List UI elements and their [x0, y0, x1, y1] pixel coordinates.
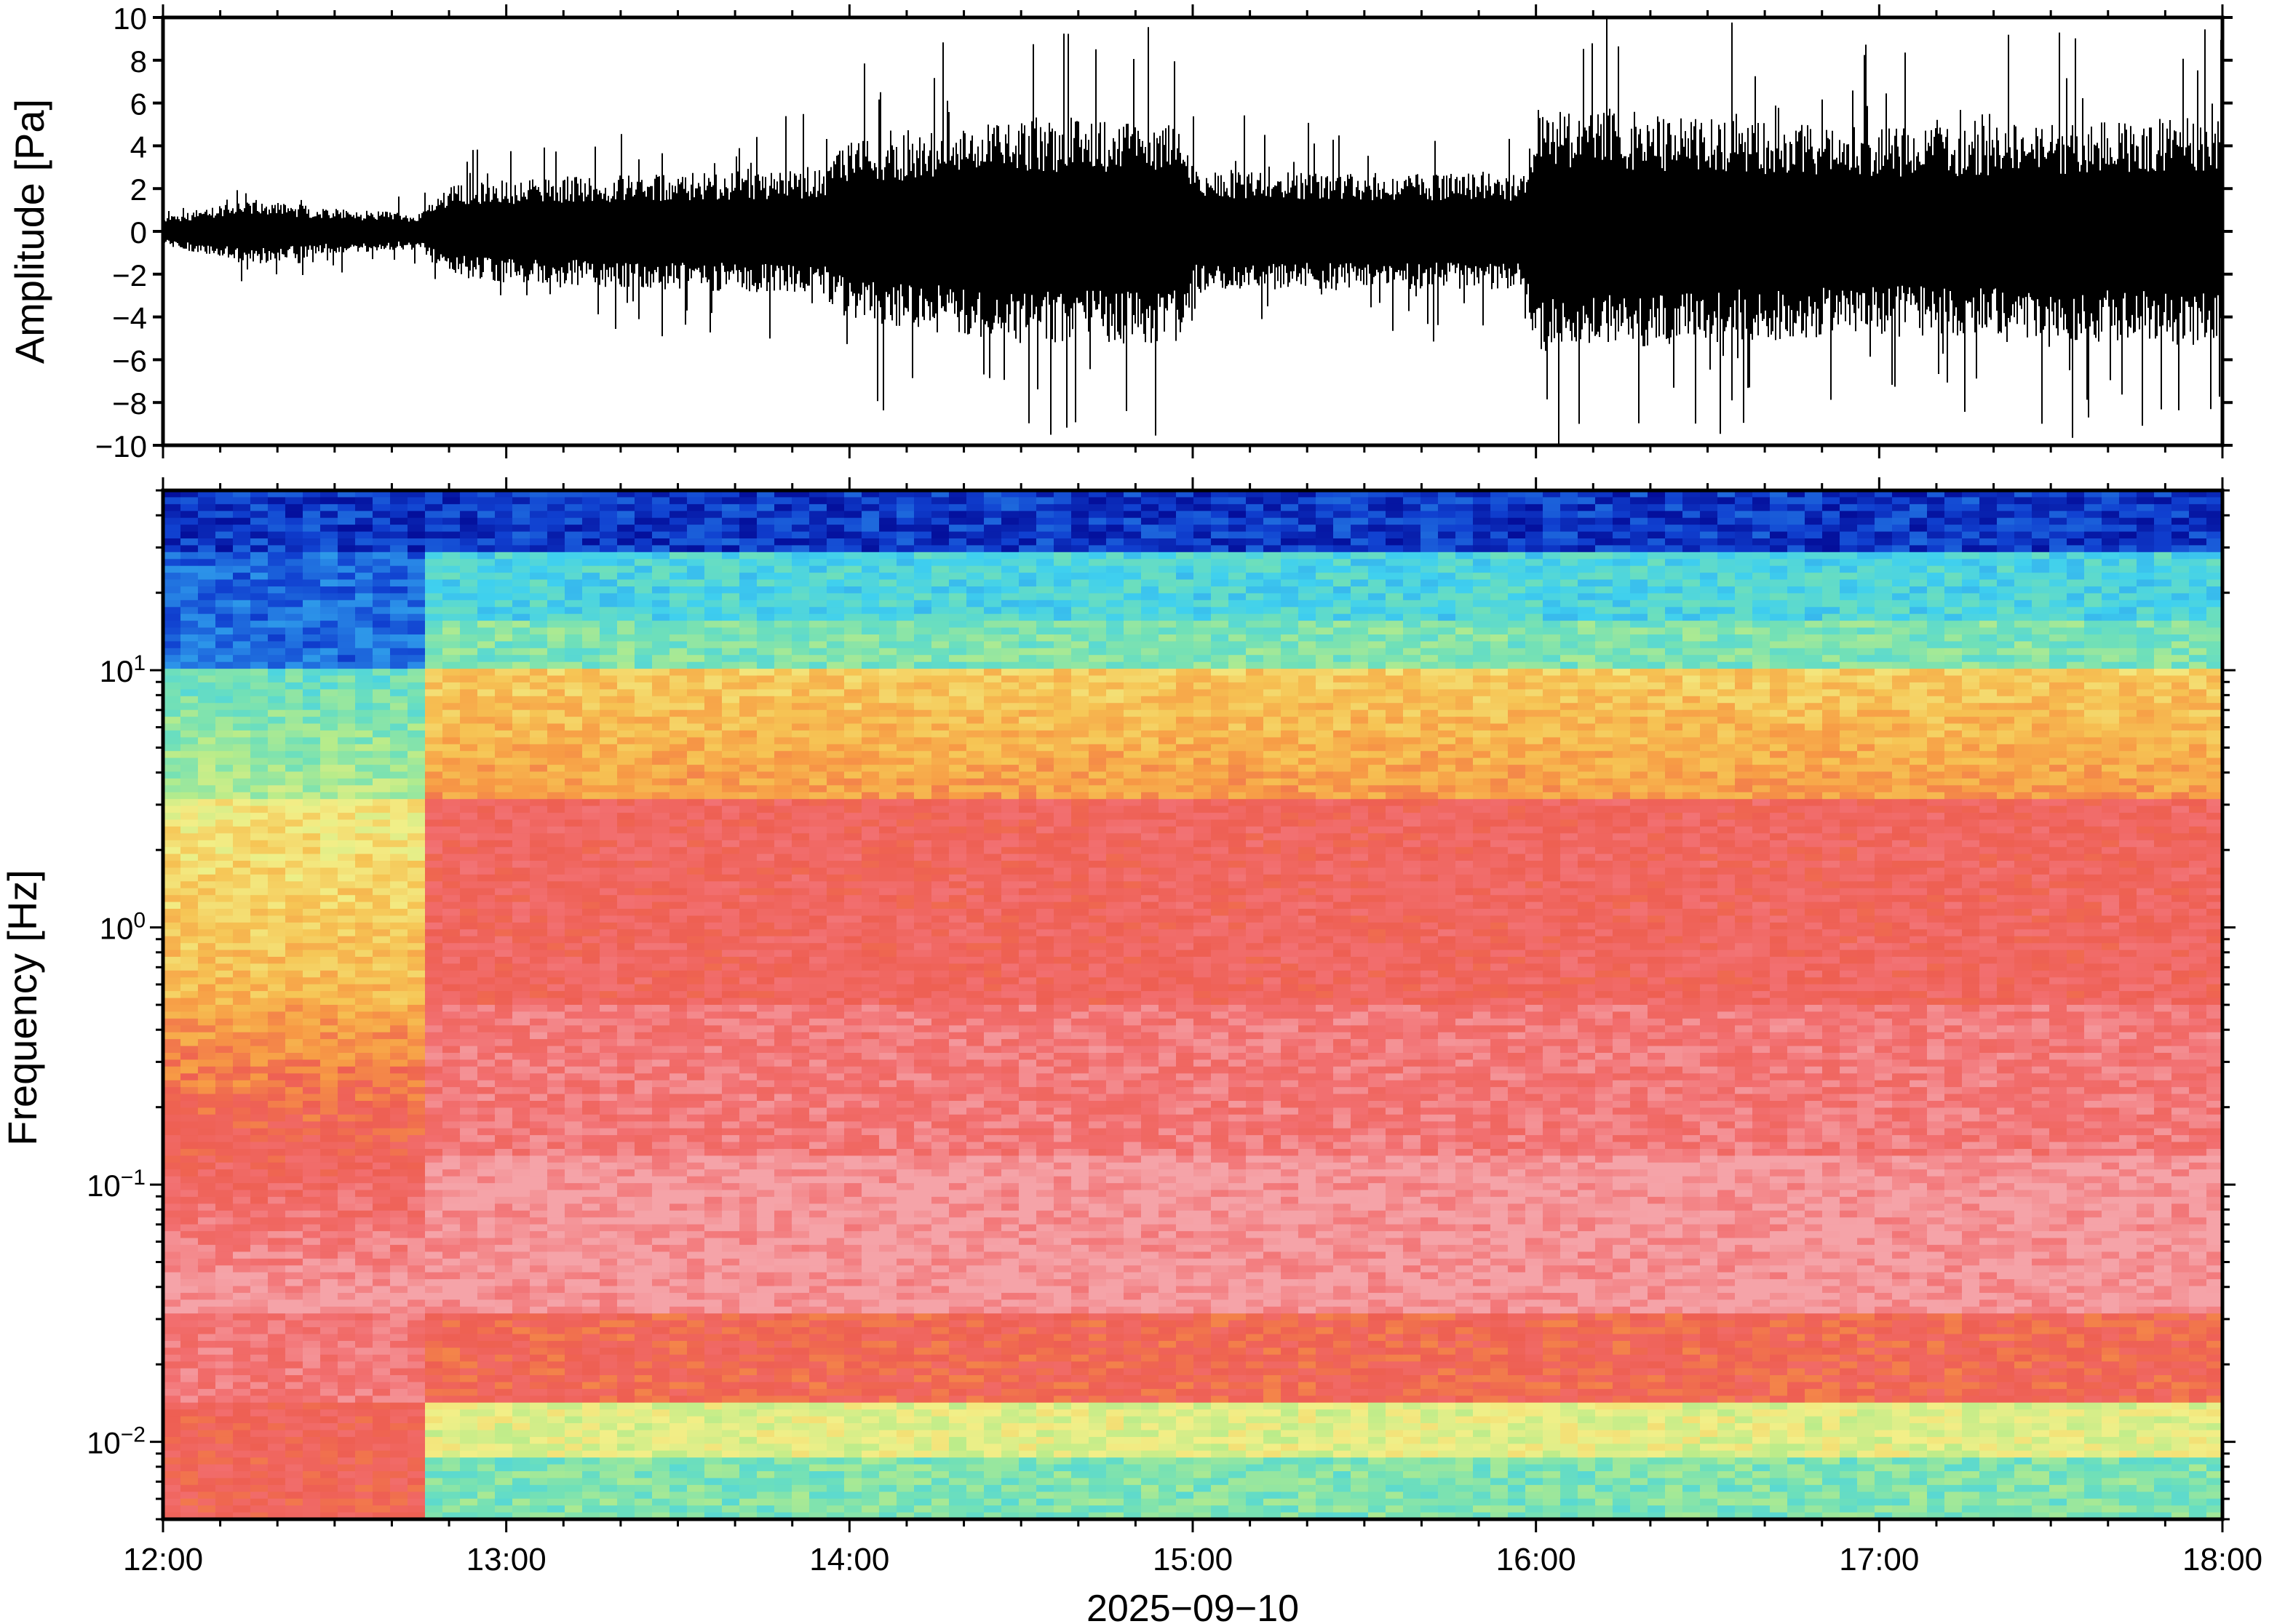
spectrogram-panel: 101 100 10−1 10−2 12:00 13:00 14:00 15:00 16:00…: [0, 477, 2262, 1624]
waveform-trace: [163, 17, 2222, 445]
time-tick-label: 13:00: [466, 1542, 547, 1577]
time-tick-label: 12:00: [123, 1542, 203, 1577]
time-tick-label: 17:00: [1839, 1542, 1919, 1577]
amplitude-tick-label: 8: [130, 44, 147, 79]
amplitude-tick-label: −4: [112, 301, 147, 335]
time-tick-label: 18:00: [2182, 1542, 2262, 1577]
time-tick-label: 14:00: [809, 1542, 889, 1577]
waveform-time-ticks: [162, 4, 2224, 458]
waveform-panel: 10 8 6 4 2 0 −2 −4 −6 −8 −10 Amplitude [Pa]: [7, 1, 2233, 463]
time-tick-label: 16:00: [1496, 1542, 1576, 1577]
time-axis: 12:00 13:00 14:00 15:00 16:00 17:00 18:00: [123, 477, 2262, 1577]
amplitude-tick-label: −10: [95, 429, 147, 463]
frequency-tick-label: 10−2: [87, 1422, 146, 1460]
amplitude-tick-label: 2: [130, 172, 147, 207]
amplitude-axis: 10 8 6 4 2 0 −2 −4 −6 −8 −10: [95, 1, 2233, 463]
frequency-tick-label: 10−1: [87, 1166, 146, 1203]
frequency-axis-label: Frequency [Hz]: [0, 869, 45, 1146]
waveform-line: [163, 17, 2222, 445]
time-tick-label: 15:00: [1153, 1542, 1233, 1577]
amplitude-tick-label: −8: [112, 386, 147, 421]
spectrogram-heatmap: [163, 490, 2222, 1519]
frequency-axis: 101 100 10−1 10−2: [87, 489, 2236, 1521]
amplitude-tick-label: −6: [112, 343, 147, 378]
frequency-tick-label: 100: [100, 908, 146, 946]
amplitude-tick-label: 6: [130, 87, 147, 122]
amplitude-tick-label: 0: [130, 215, 147, 250]
amplitude-axis-label: Amplitude [Pa]: [7, 99, 52, 364]
amplitude-tick-label: 10: [113, 1, 147, 36]
amplitude-tick-label: −2: [112, 258, 147, 292]
frequency-tick-label: 101: [100, 651, 146, 689]
amplitude-tick-label: 4: [130, 130, 147, 164]
date-axis-label: 2025−09−10: [1086, 1588, 1299, 1624]
